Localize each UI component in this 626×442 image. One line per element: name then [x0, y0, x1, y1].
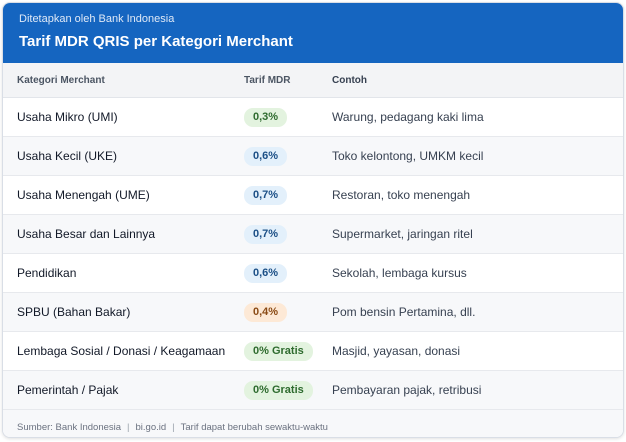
table-body: Usaha Mikro (UMI) 0,3% Warung, pedagang … — [3, 98, 623, 410]
category-cell: Pendidikan — [17, 266, 77, 280]
example-cell: Masjid, yayasan, donasi — [332, 344, 461, 358]
header-title: Tarif MDR QRIS per Kategori Merchant — [19, 33, 293, 50]
rate-badge: 0,7% — [244, 185, 288, 205]
rate-badge: 0,6% — [244, 263, 288, 283]
category-cell: Pemerintah / Pajak — [17, 383, 119, 397]
table-row: Usaha Besar dan Lainnya 0,7% Supermarket… — [3, 215, 623, 254]
example-cell: Sekolah, lembaga kursus — [332, 266, 467, 280]
card-header: Ditetapkan oleh Bank Indonesia Tarif MDR… — [3, 3, 623, 63]
example-cell: Pembayaran pajak, retribusi — [332, 383, 482, 397]
table-row: Pemerintah / Pajak 0% Gratis Pembayaran … — [3, 371, 623, 410]
footer-note: Tarif dapat berubah sewaktu-waktu — [180, 422, 328, 433]
example-cell: Restoran, toko menengah — [332, 188, 471, 202]
column-header-rate: Tarif MDR — [244, 74, 291, 86]
category-cell: SPBU (Bahan Bakar) — [17, 305, 131, 319]
table-header: Kategori Merchant Tarif MDR Contoh — [3, 63, 623, 98]
example-cell: Pom bensin Pertamina, dll. — [332, 305, 476, 319]
table-row: SPBU (Bahan Bakar) 0,4% Pom bensin Perta… — [3, 293, 623, 332]
category-cell: Lembaga Sosial / Donasi / Keagamaan — [17, 344, 226, 358]
category-cell: Usaha Mikro (UMI) — [17, 110, 118, 124]
category-cell: Usaha Kecil (UKE) — [17, 149, 118, 163]
rate-badge: 0,6% — [244, 146, 288, 166]
footer-separator: | — [172, 422, 175, 433]
category-cell: Usaha Menengah (UME) — [17, 188, 150, 202]
rate-badge: 0,3% — [244, 107, 288, 127]
table-row: Lembaga Sosial / Donasi / Keagamaan 0% G… — [3, 332, 623, 371]
example-cell: Toko kelontong, UMKM kecil — [332, 149, 484, 163]
rate-badge: 0% Gratis — [244, 380, 313, 400]
table-row: Usaha Menengah (UME) 0,7% Restoran, toko… — [3, 176, 623, 215]
rate-badge: 0,4% — [244, 302, 288, 322]
footer-separator: | — [127, 422, 130, 433]
header-subtitle: Ditetapkan oleh Bank Indonesia — [19, 13, 175, 25]
example-cell: Supermarket, jaringan ritel — [332, 227, 473, 241]
footer-source: Sumber: Bank Indonesia — [17, 422, 122, 433]
footer-site: bi.go.id — [135, 422, 167, 433]
category-cell: Usaha Besar dan Lainnya — [17, 227, 156, 241]
rate-badge: 0,7% — [244, 224, 288, 244]
example-cell: Warung, pedagang kaki lima — [332, 110, 484, 124]
column-header-category: Kategori Merchant — [17, 74, 105, 86]
table-row: Usaha Kecil (UKE) 0,6% Toko kelontong, U… — [3, 137, 623, 176]
table-row: Pendidikan 0,6% Sekolah, lembaga kursus — [3, 254, 623, 293]
column-header-example: Contoh — [332, 74, 367, 86]
rate-badge: 0% Gratis — [244, 341, 313, 361]
card-footer: Sumber: Bank Indonesia | bi.go.id | Tari… — [3, 410, 623, 437]
table-row: Usaha Mikro (UMI) 0,3% Warung, pedagang … — [3, 98, 623, 137]
